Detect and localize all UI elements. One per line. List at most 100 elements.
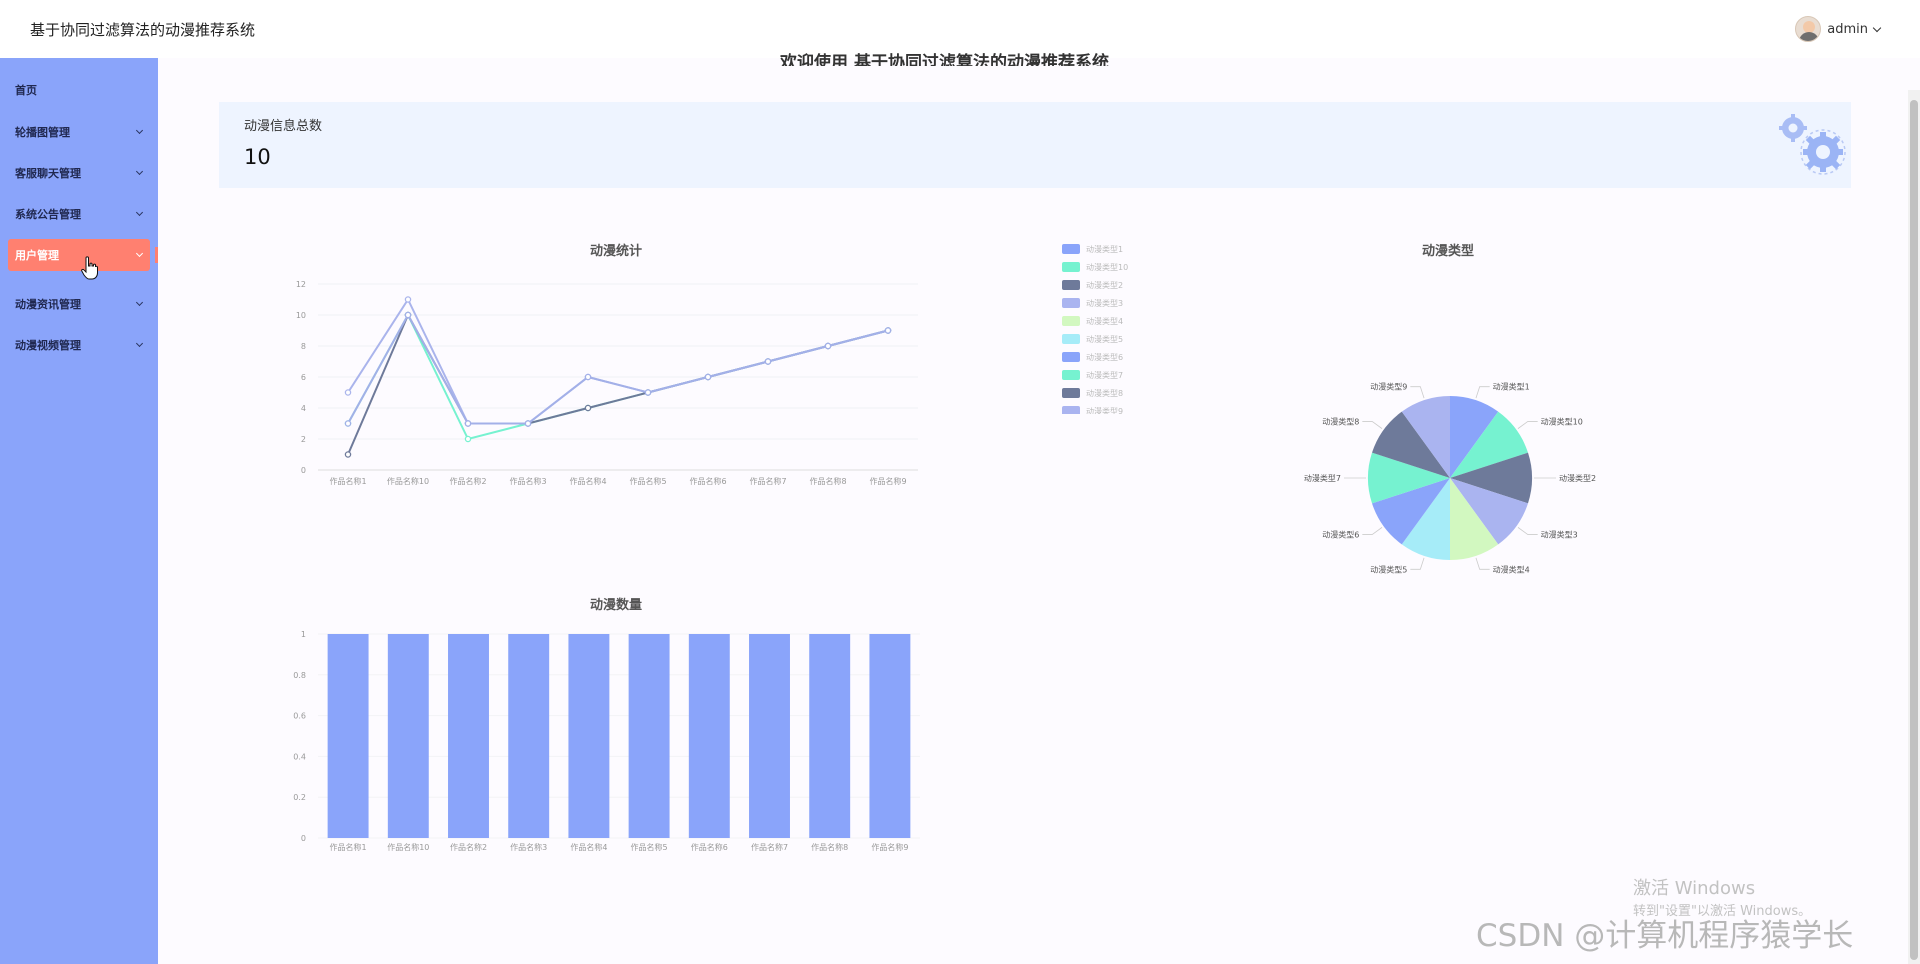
x-tick-label: 作品名称2 (449, 476, 486, 486)
data-point (584, 373, 592, 381)
sidebar-item-chat[interactable]: 客服聊天管理 (8, 157, 150, 189)
y-tick-label: 10 (296, 311, 306, 320)
x-tick-label: 作品名称4 (569, 476, 606, 486)
sidebar-item-notice[interactable]: 系统公告管理 (8, 198, 150, 230)
legend-swatch (1062, 406, 1080, 414)
pie-label-line (1517, 421, 1538, 429)
legend-label: 动漫类型2 (1086, 280, 1123, 290)
pie-slice-label: 动漫类型6 (1322, 529, 1359, 539)
legend-swatch (1062, 316, 1080, 326)
x-tick-label: 作品名称7 (749, 476, 786, 486)
sidebar-item-label: 首页 (15, 84, 37, 97)
legend-swatch (1062, 370, 1080, 380)
pie-label-line (1475, 557, 1490, 570)
legend-label: 动漫类型3 (1086, 298, 1123, 308)
pie-chart: 动漫类型1 动漫类型10 动漫类型2 动漫类型3 动漫类型4 动漫类型5 动漫类型6 动漫类型… (1304, 382, 1596, 575)
bar (327, 634, 369, 838)
sidebar-item-label: 轮播图管理 (15, 126, 70, 139)
x-tick-label: 作品名称2 (450, 842, 487, 852)
stat-label: 动漫信息总数 (244, 119, 323, 134)
chevron-down-icon (135, 298, 144, 307)
x-tick-label: 作品名称3 (509, 476, 546, 486)
activate-windows-title: 激活 Windows (1633, 878, 1756, 899)
x-tick-label: 作品名称5 (629, 476, 666, 486)
legend-swatch (1062, 280, 1080, 290)
sidebar-item-carousel[interactable]: 轮播图管理 (8, 116, 150, 148)
pie-legend: 动漫类型1 动漫类型10 动漫类型2 动漫类型3 动漫类型4 动漫类型5 动漫类型6 动漫类型… (1062, 244, 1128, 414)
top-bar: 基于协同过滤算法的动漫推荐系统 admin (0, 0, 1920, 58)
chevron-down-icon (135, 339, 144, 348)
chevron-down-icon (135, 167, 144, 176)
data-point (344, 389, 352, 396)
pie-label-line (1362, 421, 1383, 429)
x-tick-label: 作品名称9 (871, 842, 908, 852)
data-point (464, 420, 472, 427)
sidebar: 首页 轮播图管理 客服聊天管理 系统公告管理 用户管理 动漫资讯管理 动漫视频管… (0, 58, 158, 964)
legend-label: 动漫类型5 (1086, 334, 1123, 344)
sidebar-item-home[interactable]: 首页 (8, 74, 150, 106)
username[interactable]: admin (1827, 21, 1868, 37)
scrollbar-thumb[interactable] (1910, 100, 1918, 960)
sidebar-item-users[interactable]: 用户管理 (8, 239, 158, 271)
data-point (344, 420, 352, 427)
user-menu[interactable]: admin (1795, 16, 1882, 42)
pie-slice-label: 动漫类型3 (1541, 529, 1578, 539)
legend-swatch (1062, 388, 1080, 398)
y-tick-label: 8 (301, 342, 306, 351)
data-point (824, 342, 832, 350)
x-tick-label: 作品名称8 (809, 476, 846, 486)
y-tick-label: 0.2 (293, 793, 306, 802)
pie-slice (1450, 478, 1528, 545)
x-tick-label: 作品名称7 (751, 842, 788, 852)
hand-cursor-icon (81, 256, 98, 280)
y-tick-label: 0.8 (293, 671, 306, 680)
legend-swatch (1062, 262, 1080, 272)
legend-label: 动漫类型7 (1086, 370, 1123, 380)
bar (387, 634, 429, 838)
pie-label-line (1410, 386, 1425, 399)
data-point (584, 404, 592, 412)
legend-label: 动漫类型6 (1086, 352, 1123, 362)
bar (869, 634, 911, 838)
legend-label: 动漫类型4 (1086, 316, 1123, 326)
x-tick-label: 作品名称3 (510, 842, 547, 852)
pie-slice-label: 动漫类型7 (1304, 473, 1341, 483)
x-tick-label: 作品名称10 (387, 842, 429, 852)
avatar[interactable] (1795, 16, 1822, 42)
pie-slice-label: 动漫类型5 (1370, 564, 1407, 574)
activate-windows-subtitle: 转到"设置"以激活 Windows。 (1633, 904, 1812, 919)
pie-slice (1450, 478, 1499, 560)
pie-slice-label: 动漫类型2 (1559, 473, 1596, 483)
y-tick-label: 0 (301, 834, 306, 843)
sidebar-item-label: 客服聊天管理 (15, 167, 81, 180)
sidebar-item-videos[interactable]: 动漫视频管理 (8, 329, 150, 361)
pie-slice (1450, 452, 1532, 504)
chevron-down-icon[interactable] (1872, 23, 1882, 32)
pie-slice-label: 动漫类型1 (1493, 382, 1530, 392)
pie-slice (1450, 411, 1528, 478)
line-chart: 0 2 4 6 8 10 12 作品名称1 作品名称10 作品名称2 作品名称3 作品名称4 作品名称5… (296, 280, 918, 486)
x-tick-label: 作品名称1 (330, 842, 367, 852)
pie-slice (1368, 452, 1450, 504)
data-point (464, 435, 472, 443)
x-tick-label: 作品名称9 (869, 476, 906, 486)
data-point (884, 327, 892, 334)
legend-label: 动漫类型1 (1086, 244, 1123, 254)
pie-slice-label: 动漫类型4 (1493, 564, 1530, 574)
x-tick-label: 作品名称6 (689, 476, 726, 486)
pie-slice (1401, 478, 1450, 560)
bar (628, 634, 670, 838)
pie-label-line (1410, 557, 1425, 570)
data-point (524, 420, 532, 427)
stat-card: 动漫信息总数 10 (219, 102, 1851, 188)
y-tick-label: 2 (301, 435, 306, 444)
bar (568, 634, 610, 838)
series-line (347, 297, 889, 425)
y-tick-label: 6 (301, 373, 306, 382)
bar-chart-title: 动漫数量 (590, 598, 643, 613)
x-tick-label: 作品名称10 (387, 476, 429, 486)
sidebar-item-news[interactable]: 动漫资讯管理 (8, 288, 150, 320)
scrollbar[interactable] (1908, 90, 1920, 964)
legend-swatch (1062, 334, 1080, 344)
pie-slice-label: 动漫类型10 (1541, 417, 1583, 427)
